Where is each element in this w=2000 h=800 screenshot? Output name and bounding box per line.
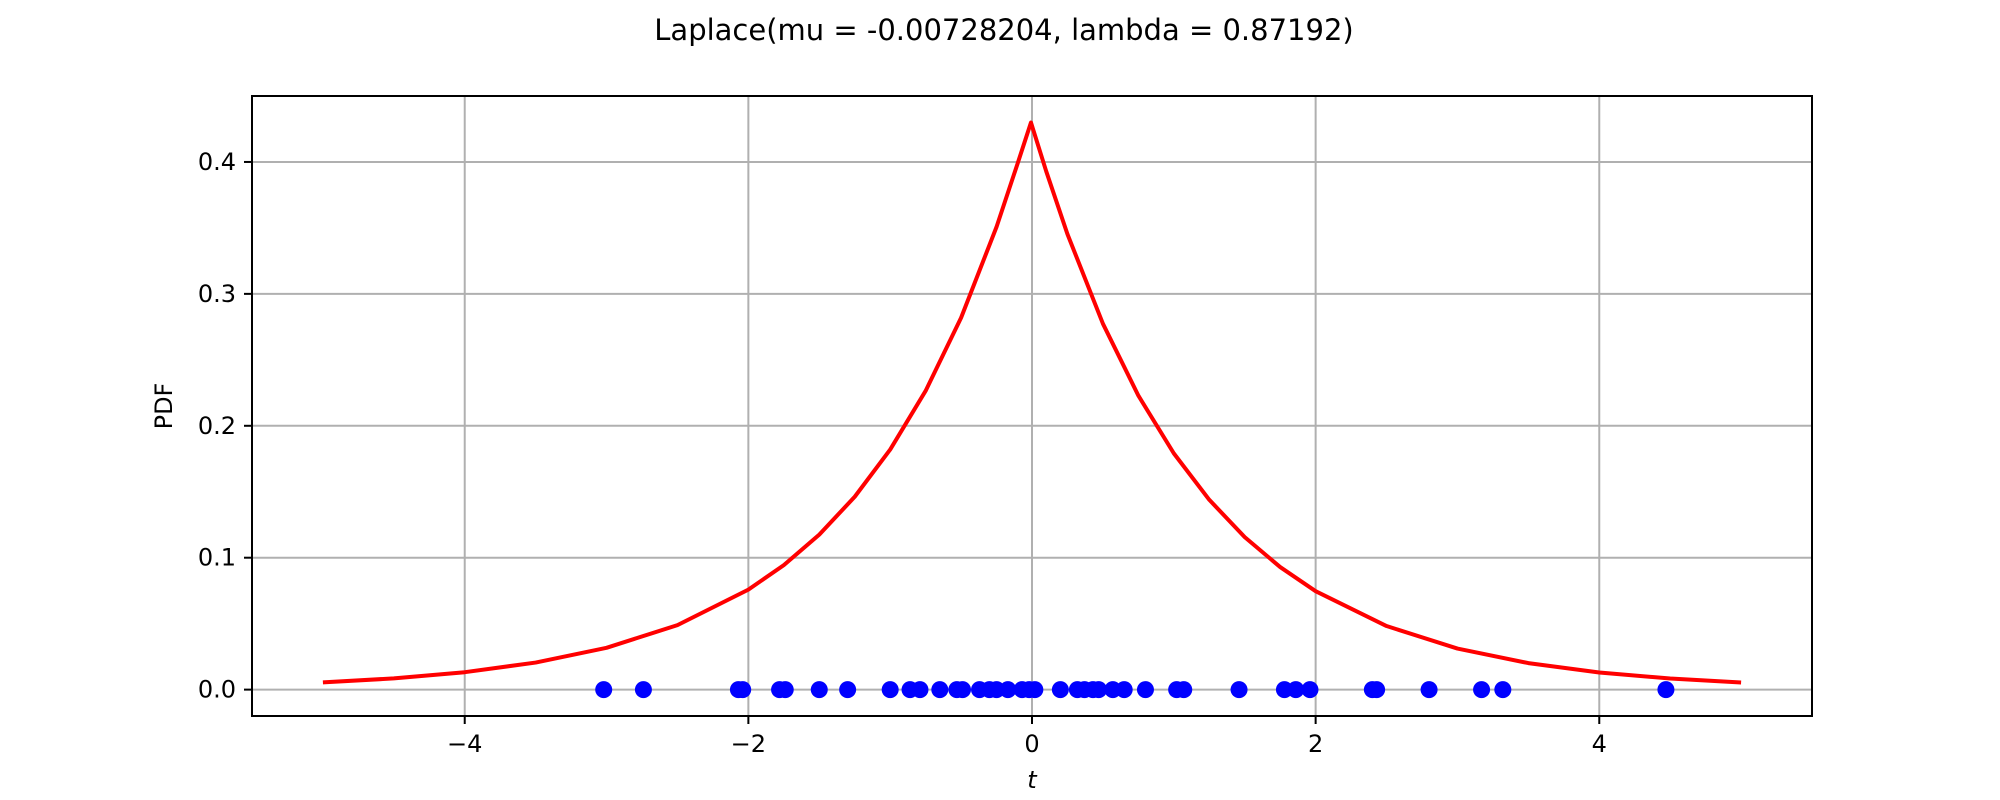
sample-point [839, 681, 857, 699]
sample-point [1657, 681, 1675, 699]
sample-point [1026, 681, 1044, 699]
pdf-curve [322, 120, 1742, 685]
x-tick-label: −4 [447, 730, 482, 758]
sample-point [954, 681, 972, 699]
sample-point [911, 681, 929, 699]
x-tick-label: 0 [1024, 730, 1039, 758]
sample-point [1368, 681, 1386, 699]
sample-point [595, 681, 613, 699]
y-tick-label: 0.0 [198, 676, 236, 704]
sample-point [1136, 681, 1154, 699]
sample-point [931, 681, 949, 699]
sample-point [1090, 681, 1108, 699]
plot-content [322, 120, 1742, 699]
x-axis-title: t [1027, 766, 1038, 794]
y-axis: 0.0 0.1 0.2 0.3 0.4 [198, 148, 252, 704]
y-axis-title: PDF [150, 383, 178, 430]
sample-point [810, 681, 828, 699]
sample-point [734, 681, 752, 699]
sample-point [1175, 681, 1193, 699]
y-tick-label: 0.3 [198, 280, 236, 308]
sample-point [1301, 681, 1319, 699]
chart-title: Laplace(mu = -0.00728204, lambda = 0.871… [654, 13, 1353, 47]
sample-point [1115, 681, 1133, 699]
sample-point [1494, 681, 1512, 699]
sample-point [1051, 681, 1069, 699]
x-tick-label: 2 [1308, 730, 1323, 758]
sample-point [999, 681, 1017, 699]
sample-point [1230, 681, 1248, 699]
x-tick-label: −2 [731, 730, 766, 758]
grid-lines [252, 96, 1812, 716]
y-tick-label: 0.2 [198, 412, 236, 440]
y-tick-label: 0.1 [198, 544, 236, 572]
sample-point [776, 681, 794, 699]
sample-point [1287, 681, 1305, 699]
sample-point [1420, 681, 1438, 699]
sample-point [634, 681, 652, 699]
x-axis: −4 −2 0 2 4 [447, 716, 1607, 758]
x-tick-label: 4 [1592, 730, 1607, 758]
sample-point [881, 681, 899, 699]
y-tick-label: 0.4 [198, 148, 236, 176]
sample-point [1473, 681, 1491, 699]
